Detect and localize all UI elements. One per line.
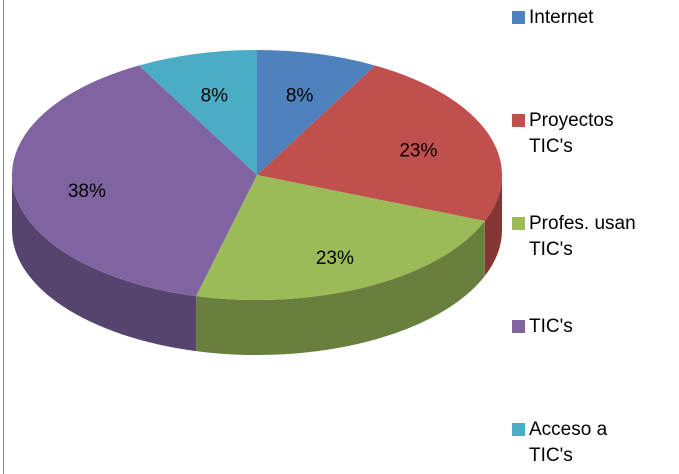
data-label: 23%: [316, 248, 354, 269]
legend-item: Internet: [512, 5, 662, 31]
slice: [11, 65, 258, 297]
legend-item: Profes. usan TIC's: [512, 211, 662, 263]
legend-label: Proyectos TIC's: [529, 110, 614, 157]
data-label: 38%: [68, 181, 106, 202]
slice: [257, 65, 502, 222]
legend-item: Proyectos TIC's: [512, 108, 662, 160]
legend-label: Acceso a TIC's: [529, 419, 608, 466]
legend-swatch: [512, 320, 525, 333]
slice: [257, 50, 376, 175]
slice-side: [484, 175, 502, 277]
slice: [138, 50, 257, 175]
legend-item: Acceso a TIC's: [512, 417, 662, 469]
legend-swatch: [512, 423, 525, 436]
legend-swatch: [512, 114, 525, 127]
slice-side: [196, 221, 485, 355]
data-label: 23%: [399, 140, 437, 161]
data-label: 8%: [201, 85, 229, 106]
legend-label: Profes. usan TIC's: [529, 213, 636, 260]
slice: [196, 175, 485, 301]
legend-swatch: [512, 11, 525, 24]
legend-label: Internet: [529, 7, 594, 28]
slice-side: [12, 175, 197, 352]
legend-swatch: [512, 217, 525, 230]
legend-label: TIC's: [529, 316, 573, 337]
data-label: 8%: [286, 85, 314, 106]
legend-item: TIC's: [512, 314, 662, 340]
